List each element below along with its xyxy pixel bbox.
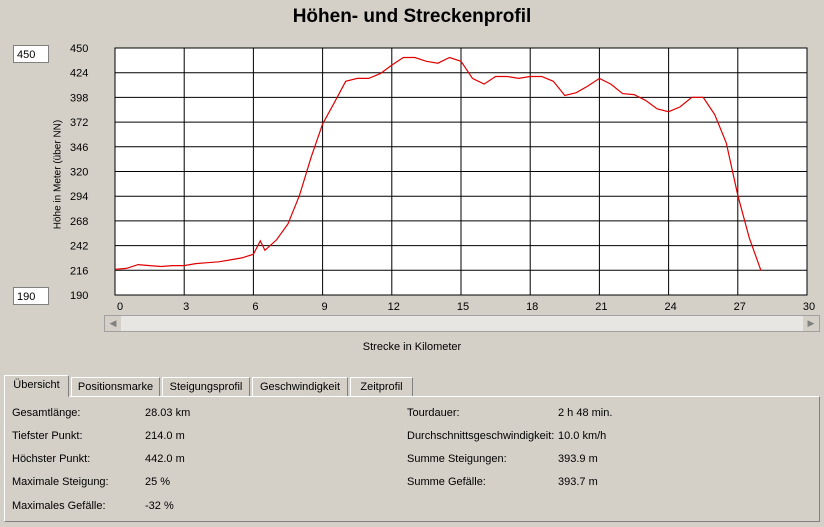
y-tick-label: 320 xyxy=(70,167,88,179)
scroll-left-icon[interactable]: ◀ xyxy=(105,316,121,331)
x-tick-label: 18 xyxy=(526,301,538,313)
x-tick-label: 3 xyxy=(183,301,189,313)
y-tick-label: 294 xyxy=(70,191,88,203)
x-tick-label: 15 xyxy=(457,301,469,313)
x-tick-label: 6 xyxy=(252,301,258,313)
y-tick-label: 268 xyxy=(70,216,88,228)
y-tick-label: 398 xyxy=(70,92,88,104)
x-tick-label: 12 xyxy=(388,301,400,313)
stat-label: Gesamtlänge: xyxy=(12,407,81,419)
stat-label: Höchster Punkt: xyxy=(12,453,91,465)
stat-label: Tiefster Punkt: xyxy=(12,430,83,442)
x-tick-label: 27 xyxy=(734,301,746,313)
x-tick-label: 0 xyxy=(117,301,123,313)
horizontal-scrollbar[interactable]: ◀ ▶ xyxy=(104,315,820,332)
y-tick-label: 372 xyxy=(70,117,88,129)
series-line-elevation xyxy=(114,56,762,271)
x-tick-label: 21 xyxy=(595,301,607,313)
stat-value: 10.0 km/h xyxy=(558,430,607,442)
tab-uebersicht[interactable]: Übersicht xyxy=(4,375,69,397)
stat-label: Durchschnittsgeschwindigkeit: xyxy=(407,430,555,442)
stat-value: -32 % xyxy=(145,500,174,512)
y-tick-label: 190 xyxy=(70,290,88,302)
tab-steigungsprofil[interactable]: Steigungsprofil xyxy=(162,377,250,396)
y-min-field[interactable]: 190 xyxy=(13,287,49,305)
stat-value: 442.0 m xyxy=(145,453,185,465)
y-tick-label: 242 xyxy=(70,241,88,253)
x-tick-label: 9 xyxy=(322,301,328,313)
y-tick-label: 424 xyxy=(70,68,88,80)
y-tick-label: 450 xyxy=(70,43,88,55)
stat-value: 25 % xyxy=(145,476,171,488)
y-tick-label: 216 xyxy=(70,265,88,277)
stat-label: Maximale Steigung: xyxy=(12,476,109,488)
stat-label: Summe Gefälle: xyxy=(407,476,486,488)
stat-label: Summe Steigungen: xyxy=(407,453,507,465)
stat-label: Maximales Gefälle: xyxy=(12,500,106,512)
tab-geschwindigkeit[interactable]: Geschwindigkeit xyxy=(252,377,348,396)
y-max-field[interactable]: 450 xyxy=(13,45,49,63)
stat-value: 2 h 48 min. xyxy=(558,407,613,419)
elevation-chart: 450 424 398 372 346 320 294 268 242 216 190 0 3 6 9 12… xyxy=(70,43,815,313)
stat-value: 393.9 m xyxy=(558,453,598,465)
stat-value: 393.7 m xyxy=(558,476,598,488)
y-tick-label: 346 xyxy=(70,142,88,154)
tab-positionsmarke[interactable]: Positionsmarke xyxy=(71,377,160,396)
chart-title: Höhen- und Streckenprofil xyxy=(292,6,532,27)
stat-label: Tourdauer: xyxy=(407,407,460,419)
summary-panel: Gesamtlänge: 28.03 km Tiefster Punkt: 21… xyxy=(4,396,820,522)
stat-value: 214.0 m xyxy=(145,430,185,442)
tab-zeitprofil[interactable]: Zeitprofil xyxy=(350,377,413,396)
x-tick-label: 30 xyxy=(803,301,815,313)
stat-value: 28.03 km xyxy=(145,407,191,419)
x-tick-label: 24 xyxy=(664,301,676,313)
scroll-right-icon[interactable]: ▶ xyxy=(803,316,819,331)
x-axis-title: Strecke in Kilometer xyxy=(362,341,462,353)
